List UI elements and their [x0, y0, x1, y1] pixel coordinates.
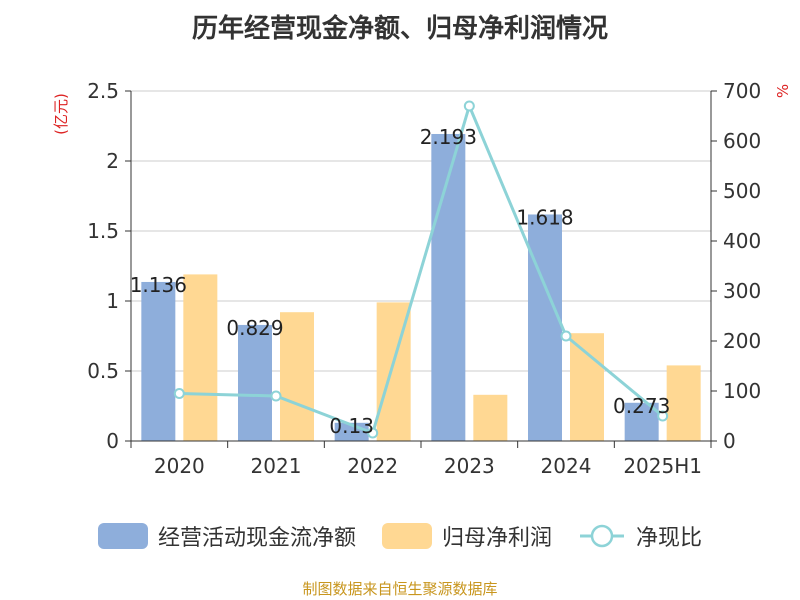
bar-cashflow [238, 324, 272, 441]
left-tick-label: 2.5 [87, 79, 119, 103]
bar-profit [183, 274, 218, 441]
right-axis-unit: % [774, 84, 792, 98]
bar-cashflow [431, 133, 466, 442]
left-tick-label: 1.5 [87, 219, 119, 243]
legend-swatch-ratio [580, 524, 624, 548]
right-tick-label: 500 [723, 179, 761, 203]
line-ratio [179, 101, 664, 435]
right-tick-label: 200 [723, 329, 761, 353]
left-axis-unit: (亿元) [52, 93, 70, 135]
data-label-cashflow: 0.829 [226, 316, 283, 340]
right-tick-label: 0 [723, 429, 736, 453]
x-tick-label: 2023 [444, 454, 495, 478]
right-tick-label: 400 [723, 229, 761, 253]
legend-item-profit: 归母净利润 [381, 520, 552, 552]
gridlines [131, 90, 711, 372]
x-tick-label: 2021 [251, 454, 302, 478]
bar-profit [666, 365, 701, 441]
data-label-cashflow: 0.13 [329, 414, 374, 438]
left-tick-label: 0.5 [87, 359, 119, 383]
x-tick-label: 2024 [541, 454, 592, 478]
legend-item-ratio: 净现比 [578, 520, 702, 552]
line-point-ratio [270, 390, 282, 402]
right-tick-label: 300 [723, 279, 761, 303]
line-series [173, 100, 669, 439]
legend-label-profit: 归母净利润 [441, 526, 552, 551]
x-tick-label: 2025H1 [623, 454, 702, 478]
line-point-ratio [463, 100, 475, 112]
bar-profit [280, 312, 314, 441]
source-note: 制图数据来自恒生聚源数据库 [302, 580, 498, 598]
line-point-ratio [657, 410, 669, 422]
right-tick-label: 700 [723, 79, 761, 103]
x-tick-label: 2020 [154, 454, 205, 478]
data-label-cashflow: 1.618 [516, 205, 573, 229]
axes: 0 0.5 1 1.5 2 2.5 0 100 200 300 400 500 600 700 2020 20… [87, 79, 761, 478]
legend-label-cashflow: 经营活动现金流净额 [157, 526, 356, 551]
data-label-cashflow: 2.193 [420, 125, 477, 149]
right-tick-label: 600 [723, 129, 761, 153]
bar-cashflow [528, 214, 562, 441]
legend-item-cashflow: 经营活动现金流净额 [97, 520, 356, 552]
line-point-ratio [173, 388, 185, 399]
legend: 经营活动现金流净额 归母净利润 净现比 [0, 516, 800, 556]
legend-label-ratio: 净现比 [636, 526, 703, 551]
bar-profit [473, 394, 508, 441]
left-tick-label: 2 [106, 149, 119, 173]
bar-profit [570, 333, 604, 441]
line-point-ratio [560, 330, 572, 342]
data-label-cashflow: 1.136 [130, 273, 187, 297]
legend-swatch-cashflow [97, 523, 148, 549]
line-point-ratio [367, 427, 379, 439]
right-tick-label: 100 [723, 379, 761, 403]
data-label-cashflow: 0.273 [613, 394, 670, 418]
chart-title: 历年经营现金净额、归母净利润情况 [191, 14, 608, 44]
left-tick-label: 1 [106, 289, 119, 313]
bar-cashflow [141, 281, 176, 441]
data-labels: 1.136 0.829 0.13 2.193 1.618 0.273 [130, 125, 671, 438]
legend-swatch-profit [381, 523, 432, 549]
left-tick-label: 0 [106, 429, 119, 453]
x-tick-label: 2022 [347, 454, 398, 478]
